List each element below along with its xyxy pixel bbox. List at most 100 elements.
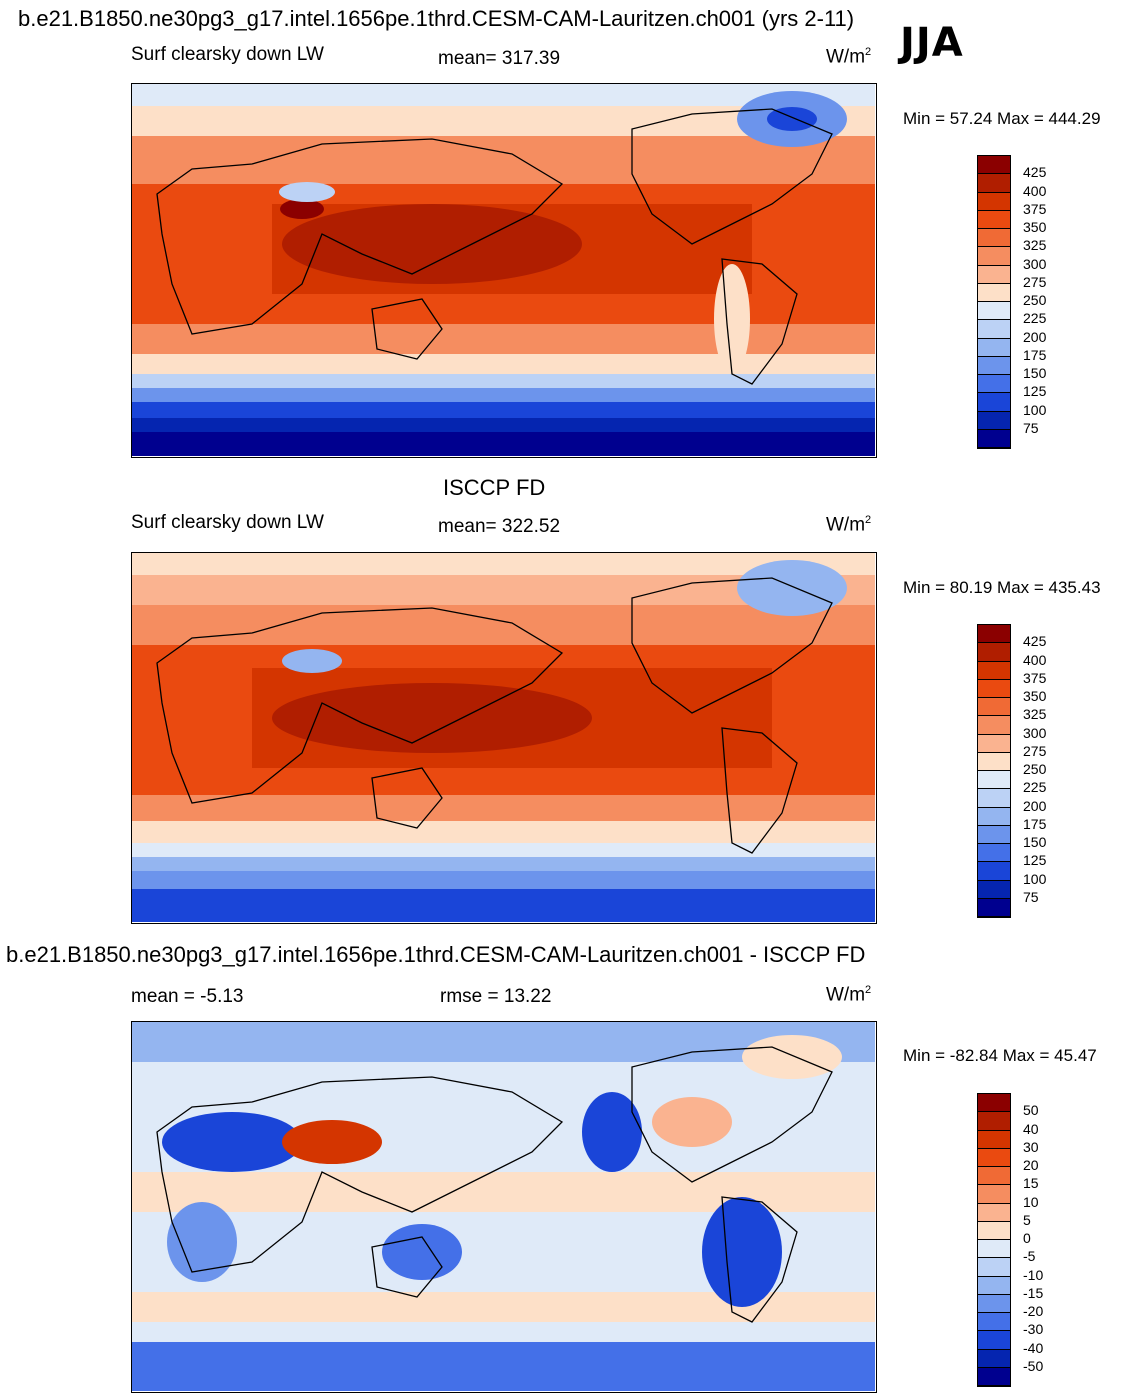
colorbar-label: 175 [1023, 815, 1047, 832]
colorbar-label: 300 [1023, 724, 1047, 741]
colorbar-swatch [978, 898, 1010, 917]
colorbar-swatch [978, 844, 1010, 863]
colorbar-swatch [978, 1148, 1010, 1167]
colorbar-swatch [978, 679, 1010, 698]
field-model [132, 84, 875, 456]
colorbar-label: 50 [1023, 1102, 1039, 1119]
colorbar-swatch [978, 429, 1010, 448]
colorbar-swatch [978, 716, 1010, 735]
colorbar-label: 20 [1023, 1157, 1039, 1173]
colorbar-swatch [978, 1367, 1010, 1386]
colorbar-swatch [978, 862, 1010, 881]
panel-minmax: Min = -82.84 Max = 45.47 [903, 1046, 1097, 1065]
colorbar-swatch [978, 1313, 1010, 1332]
colorbar-swatch [978, 880, 1010, 899]
colorbar-model [977, 155, 1011, 449]
season-label: JJA [900, 20, 964, 66]
colorbar-label: 250 [1023, 292, 1047, 308]
colorbar-swatch [978, 1258, 1010, 1277]
colorbar-label: 10 [1023, 1193, 1039, 1210]
colorbar-swatch [978, 1094, 1010, 1113]
colorbar-label: -30 [1023, 1321, 1044, 1338]
colorbar-swatch [978, 393, 1010, 412]
colorbar-label: -15 [1023, 1284, 1044, 1301]
colorbar-swatch [978, 807, 1010, 826]
colorbar-swatch [978, 1240, 1010, 1259]
colorbar-swatch [978, 1221, 1010, 1240]
colorbar-label: 75 [1023, 419, 1039, 436]
colorbar-label: 150 [1023, 834, 1047, 850]
panel-mean: mean= 317.39 [438, 48, 561, 69]
colorbar-label: 300 [1023, 255, 1047, 272]
colorbar-swatch [978, 302, 1010, 321]
panel-variable: Surf clearsky down LW [131, 512, 324, 533]
colorbar-label: -10 [1023, 1266, 1044, 1283]
panel-mean: mean= 322.52 [438, 516, 561, 537]
field-diff [132, 1022, 875, 1391]
map-obs [131, 552, 877, 924]
colorbar-label: 5 [1023, 1211, 1031, 1228]
colorbar-label: 15 [1023, 1175, 1039, 1192]
colorbar-swatch [978, 1112, 1010, 1131]
colorbar-label: 275 [1023, 742, 1047, 759]
colorbar-swatch [978, 375, 1010, 394]
colorbar-label: -5 [1023, 1248, 1036, 1265]
colorbar-swatch [978, 265, 1010, 284]
colorbar-label: 100 [1023, 401, 1047, 418]
colorbar-label: -50 [1023, 1357, 1044, 1374]
colorbar-label: 225 [1023, 310, 1047, 327]
colorbar-swatch [978, 156, 1010, 175]
colorbar-label: -40 [1023, 1339, 1044, 1356]
colorbar-label: 250 [1023, 761, 1047, 777]
colorbar-swatch [978, 643, 1010, 662]
colorbar-label: 325 [1023, 237, 1047, 254]
panel-units: W/m2 [826, 46, 872, 68]
colorbar-label: 125 [1023, 852, 1047, 869]
colorbar-label: 425 [1023, 164, 1047, 181]
colorbar-label: 0 [1023, 1230, 1031, 1246]
case-title: b.e21.B1850.ne30pg3_g17.intel.1656pe.1th… [18, 6, 855, 31]
colorbar-label: 40 [1023, 1120, 1039, 1137]
colorbar-swatch [978, 283, 1010, 302]
colorbar-swatch [978, 1294, 1010, 1313]
colorbar-swatch [978, 1185, 1010, 1204]
colorbar-swatch [978, 320, 1010, 339]
colorbar-label: 400 [1023, 651, 1047, 668]
colorbar-swatch [978, 771, 1010, 790]
panel-variable: Surf clearsky down LW [131, 44, 324, 65]
colorbar-swatch [978, 1331, 1010, 1350]
colorbar-label: -20 [1023, 1303, 1044, 1319]
colorbar-swatch [978, 1130, 1010, 1149]
colorbar-diff [977, 1093, 1011, 1387]
colorbar-swatch [978, 229, 1010, 248]
panel-title: b.e21.B1850.ne30pg3_g17.intel.1656pe.1th… [6, 942, 866, 967]
colorbar-swatch [978, 1167, 1010, 1186]
colorbar-label: 375 [1023, 200, 1047, 217]
panel-title: ISCCP FD [443, 475, 546, 500]
panel-mean: mean = -5.13 [131, 986, 244, 1007]
colorbar-swatch [978, 825, 1010, 844]
colorbar-label: 400 [1023, 182, 1047, 199]
colorbar-swatch [978, 411, 1010, 430]
colorbar-label: 275 [1023, 273, 1047, 290]
colorbar-swatch [978, 192, 1010, 211]
colorbar-swatch [978, 247, 1010, 266]
colorbar-label: 125 [1023, 383, 1047, 400]
colorbar-swatch [978, 174, 1010, 193]
colorbar-label: 150 [1023, 365, 1047, 381]
colorbar-label: 100 [1023, 870, 1047, 887]
colorbar-label: 225 [1023, 779, 1047, 796]
colorbar-label: 325 [1023, 706, 1047, 723]
panel-minmax: Min = 80.19 Max = 435.43 [903, 578, 1101, 597]
colorbar-swatch [978, 734, 1010, 753]
panel-units: W/m2 [826, 984, 872, 1006]
colorbar-swatch [978, 752, 1010, 771]
field-obs [132, 553, 875, 922]
colorbar-swatch [978, 1203, 1010, 1222]
colorbar-swatch [978, 1349, 1010, 1368]
colorbar-swatch [978, 625, 1010, 644]
colorbar-swatch [978, 789, 1010, 808]
map-model [131, 83, 877, 458]
colorbar-swatch [978, 698, 1010, 717]
panel-rmse: rmse = 13.22 [440, 986, 552, 1007]
